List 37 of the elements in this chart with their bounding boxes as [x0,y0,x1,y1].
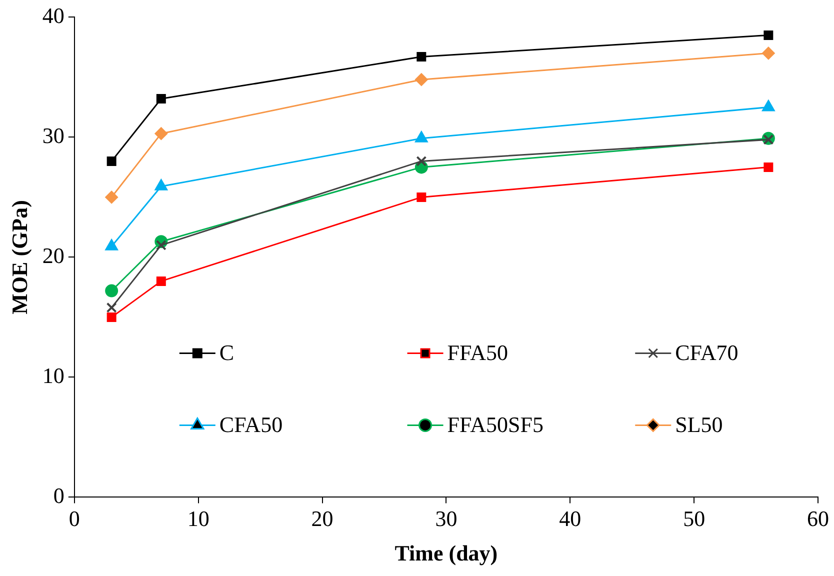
point [156,276,166,286]
x-tick-label: 20 [311,506,334,532]
y-tick-label: 30 [42,122,64,148]
point [106,302,117,313]
point [156,240,166,250]
legend-label: FFA50SF5 [447,412,544,437]
point [106,312,116,322]
x-tick-label: 30 [435,506,458,532]
point [416,192,426,202]
point [106,156,116,166]
y-tick-label: 40 [42,2,64,28]
point [764,30,774,40]
point [154,127,168,140]
x-axis-title: Time (day) [394,540,498,566]
legend-label: CFA50 [219,412,283,437]
point [105,190,118,204]
point [762,46,775,60]
legend-label: SL50 [675,412,723,437]
x-tick-label: 50 [683,506,706,532]
y-axis-title: MOE (GPa) [6,200,32,314]
point [763,134,774,145]
legend-label: C [219,340,234,365]
point [416,156,427,166]
point [105,284,118,298]
y-tick-label: 20 [42,242,64,268]
x-tick-label: 60 [807,506,829,532]
legend-label: FFA50 [447,340,508,365]
point [764,162,774,172]
x-tick-label: 10 [187,506,210,532]
x-tick-label: 0 [68,506,80,532]
point [156,94,166,104]
point [416,52,426,62]
y-tick-label: 10 [42,362,64,388]
point [414,73,428,86]
y-tick-label: 0 [53,482,64,508]
legend-label: CFA70 [675,340,738,365]
x-tick-label: 40 [559,506,582,532]
